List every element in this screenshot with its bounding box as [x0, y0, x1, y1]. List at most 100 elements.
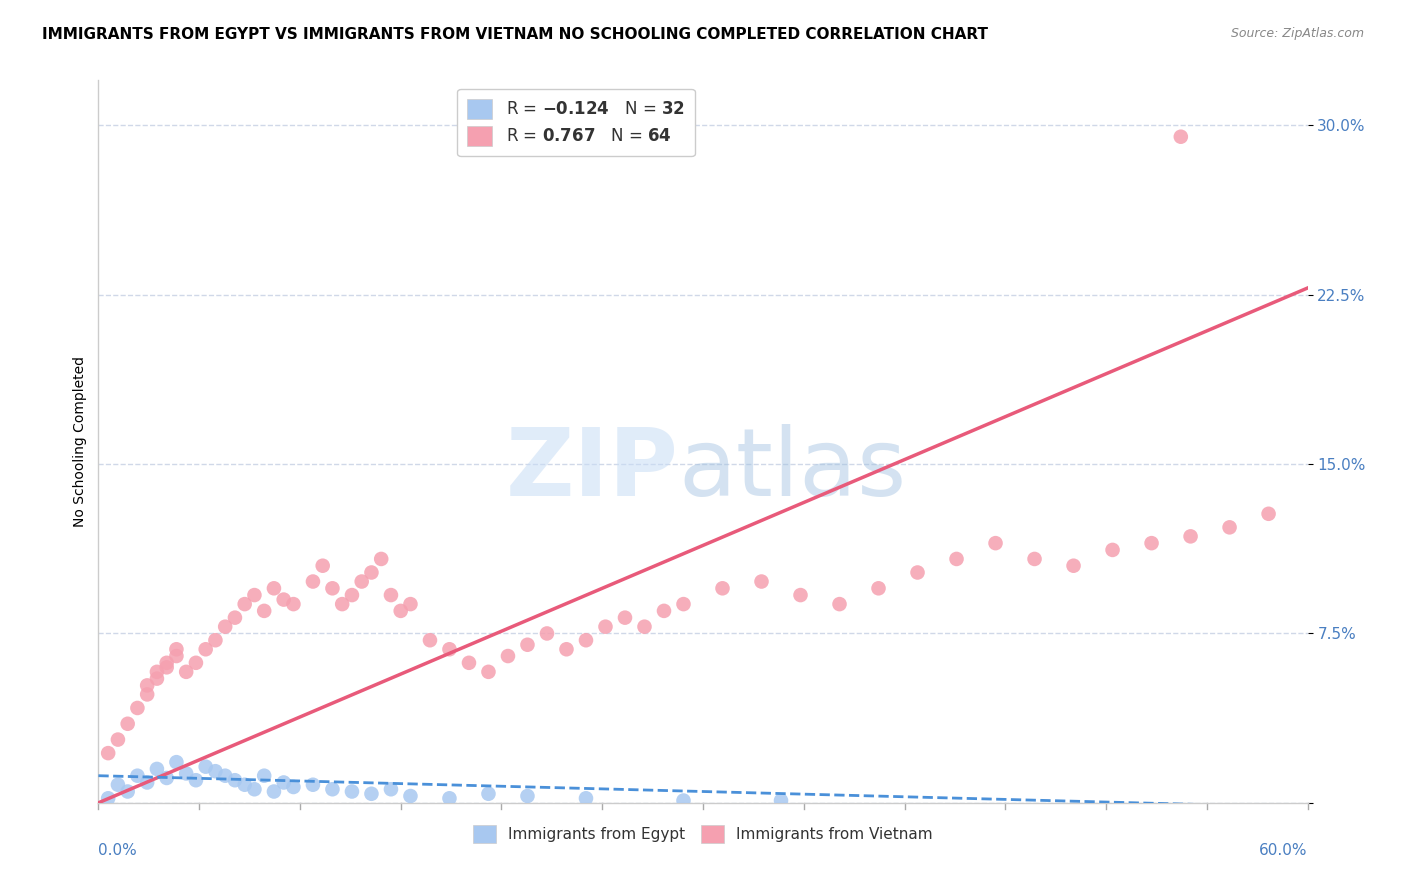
Point [184, 773, 207, 788]
Point [283, 780, 305, 794]
Point [1024, 552, 1046, 566]
Legend: Immigrants from Egypt, Immigrants from Vietnam: Immigrants from Egypt, Immigrants from V… [467, 819, 939, 849]
Point [117, 716, 139, 731]
Point [389, 604, 412, 618]
Point [496, 648, 519, 663]
Point [350, 574, 373, 589]
Point [214, 769, 236, 783]
Point [136, 678, 159, 692]
Point [156, 660, 179, 674]
Point [174, 665, 197, 679]
Point [204, 764, 226, 779]
Point [439, 642, 461, 657]
Point [380, 782, 402, 797]
Point [711, 582, 734, 596]
Point [399, 597, 422, 611]
Point [536, 626, 558, 640]
Point [614, 610, 637, 624]
Point [224, 610, 246, 624]
Point [146, 762, 169, 776]
Point [127, 769, 149, 783]
Point [263, 582, 285, 596]
Point [1219, 520, 1241, 534]
Point [165, 642, 187, 657]
Point [1180, 529, 1202, 543]
Point [1257, 507, 1279, 521]
Point [273, 592, 295, 607]
Point [174, 766, 197, 780]
Point [769, 793, 792, 807]
Point [136, 687, 159, 701]
Point [360, 787, 382, 801]
Point [340, 784, 363, 798]
Point [127, 701, 149, 715]
Point [555, 642, 578, 657]
Point [117, 784, 139, 798]
Point [370, 552, 392, 566]
Point [165, 755, 187, 769]
Point [253, 769, 276, 783]
Point [419, 633, 441, 648]
Point [1170, 129, 1192, 144]
Point [243, 588, 266, 602]
Point [156, 771, 179, 785]
Point [380, 588, 402, 602]
Point [253, 604, 276, 618]
Point [194, 642, 217, 657]
Point [477, 665, 499, 679]
Point [97, 746, 120, 760]
Point [1140, 536, 1163, 550]
Point [633, 620, 655, 634]
Point [312, 558, 335, 573]
Point [516, 789, 538, 803]
Point [146, 665, 169, 679]
Text: 60.0%: 60.0% [1260, 843, 1308, 857]
Point [107, 778, 129, 792]
Point [945, 552, 967, 566]
Point [477, 787, 499, 801]
Point [652, 604, 675, 618]
Point [789, 588, 811, 602]
Point [224, 773, 246, 788]
Point [273, 775, 295, 789]
Text: 0.0%: 0.0% [98, 843, 138, 857]
Point [165, 648, 187, 663]
Point [516, 638, 538, 652]
Point [302, 574, 325, 589]
Point [321, 782, 343, 797]
Point [575, 791, 598, 805]
Text: atlas: atlas [679, 425, 907, 516]
Point [751, 574, 773, 589]
Point [907, 566, 929, 580]
Point [233, 597, 256, 611]
Text: Source: ZipAtlas.com: Source: ZipAtlas.com [1230, 27, 1364, 40]
Text: IMMIGRANTS FROM EGYPT VS IMMIGRANTS FROM VIETNAM NO SCHOOLING COMPLETED CORRELAT: IMMIGRANTS FROM EGYPT VS IMMIGRANTS FROM… [42, 27, 988, 42]
Point [321, 582, 343, 596]
Point [283, 597, 305, 611]
Point [263, 784, 285, 798]
Point [107, 732, 129, 747]
Point [243, 782, 266, 797]
Text: ZIP: ZIP [506, 425, 679, 516]
Point [439, 791, 461, 805]
Point [136, 775, 159, 789]
Point [575, 633, 598, 648]
Point [194, 760, 217, 774]
Point [204, 633, 226, 648]
Point [399, 789, 422, 803]
Point [868, 582, 890, 596]
Point [672, 793, 695, 807]
Point [146, 672, 169, 686]
Point [330, 597, 353, 611]
Point [214, 620, 236, 634]
Point [984, 536, 1007, 550]
Point [156, 656, 179, 670]
Point [1063, 558, 1085, 573]
Point [672, 597, 695, 611]
Point [1101, 542, 1123, 557]
Point [97, 791, 120, 805]
Point [340, 588, 363, 602]
Point [302, 778, 325, 792]
Point [828, 597, 851, 611]
Point [233, 778, 256, 792]
